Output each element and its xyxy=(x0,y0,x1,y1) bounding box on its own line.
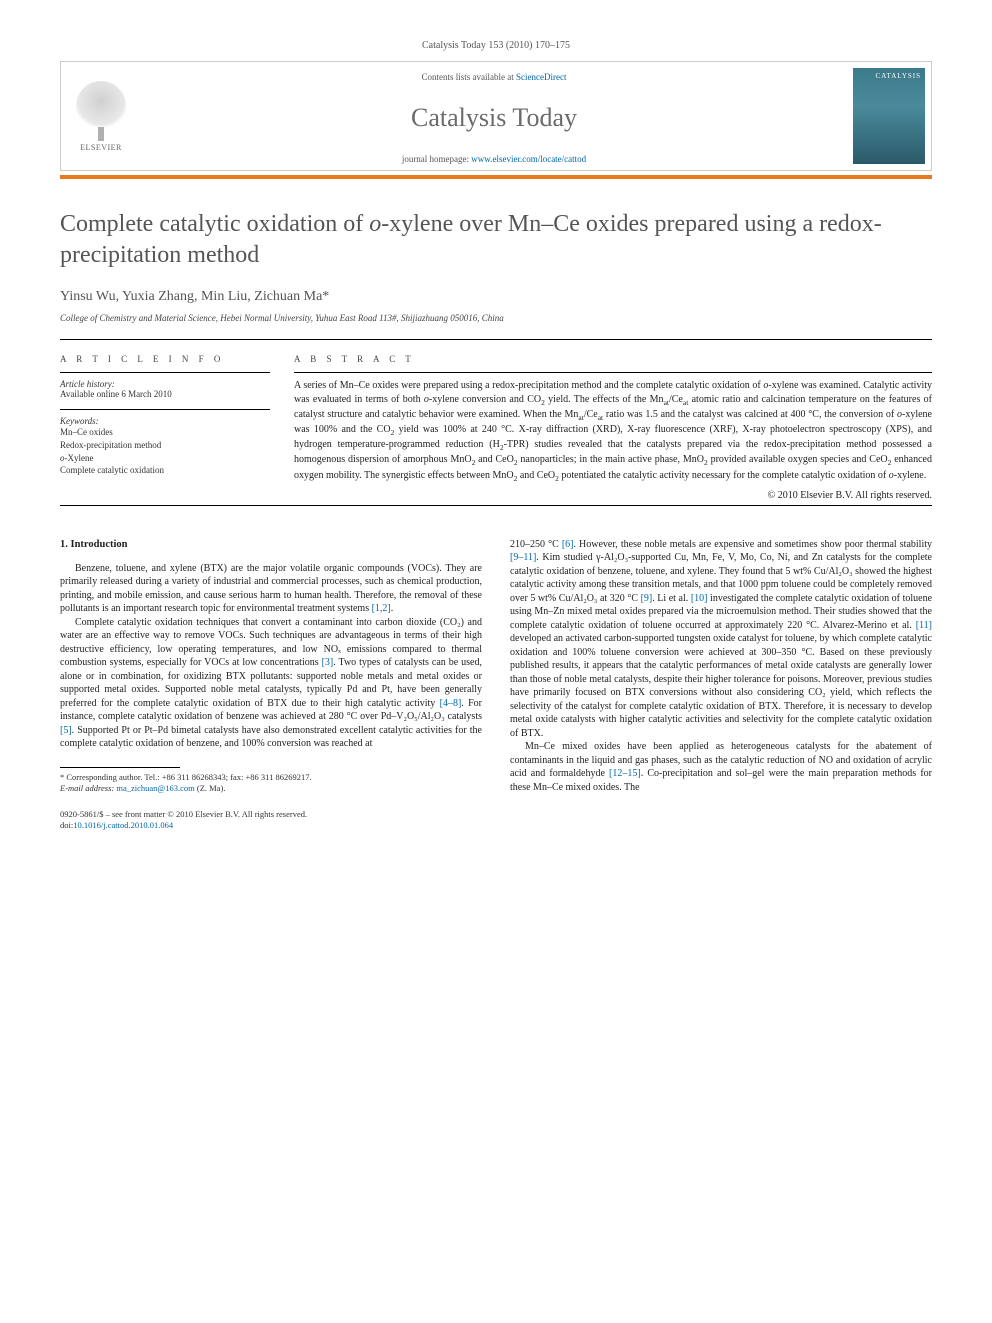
homepage-line: journal homepage: www.elsevier.com/locat… xyxy=(402,154,586,164)
homepage-prefix: journal homepage: xyxy=(402,154,471,164)
footnotes: * Corresponding author. Tel.: +86 311 86… xyxy=(60,772,482,795)
keyword: Redox-precipitation method xyxy=(60,439,270,452)
journal-reference: Catalysis Today 153 (2010) 170–175 xyxy=(60,40,932,51)
history-label: Article history: xyxy=(60,379,270,389)
history-text: Available online 6 March 2010 xyxy=(60,389,270,399)
bottom-matter: 0920-5861/$ – see front matter © 2010 El… xyxy=(60,809,932,832)
keyword: Complete catalytic oxidation xyxy=(60,464,270,477)
ref-link[interactable]: [6] xyxy=(562,539,574,550)
section-1-heading: 1. Introduction xyxy=(60,538,482,552)
body-columns: 1. Introduction Benzene, toluene, and xy… xyxy=(60,538,932,795)
keywords-list: Mn–Ce oxides Redox-precipitation method … xyxy=(60,426,270,476)
abstract-column: A B S T R A C T A series of Mn–Ce oxides… xyxy=(294,344,932,500)
journal-header: ELSEVIER Contents lists available at Sci… xyxy=(60,61,932,171)
left-column: 1. Introduction Benzene, toluene, and xy… xyxy=(60,538,482,795)
ref-link[interactable]: [3] xyxy=(322,657,334,668)
orange-divider xyxy=(60,175,932,179)
issn-line: 0920-5861/$ – see front matter © 2010 El… xyxy=(60,809,932,820)
journal-cover-thumb: CATALYSIS xyxy=(853,68,925,164)
rule-top xyxy=(60,339,932,340)
email-line: E-mail address: ma_zichuan@163.com (Z. M… xyxy=(60,783,482,794)
article-info-heading: A R T I C L E I N F O xyxy=(60,354,270,364)
corresponding-author: * Corresponding author. Tel.: +86 311 86… xyxy=(60,772,482,783)
abstract-text: A series of Mn–Ce oxides were prepared u… xyxy=(294,379,932,483)
keywords-label: Keywords: xyxy=(60,416,270,426)
intro-p1: Benzene, toluene, and xylene (BTX) are t… xyxy=(60,562,482,616)
info-rule-2 xyxy=(60,409,270,410)
email-link[interactable]: ma_zichuan@163.com xyxy=(116,783,194,793)
doi-line: doi:10.1016/j.cattod.2010.01.064 xyxy=(60,820,932,831)
article-title: Complete catalytic oxidation of o-xylene… xyxy=(60,209,932,271)
ref-link[interactable]: [10] xyxy=(691,593,708,604)
elsevier-tree-icon xyxy=(76,81,126,131)
contents-prefix: Contents lists available at xyxy=(422,72,516,82)
affiliation: College of Chemistry and Material Scienc… xyxy=(60,313,932,323)
journal-name: Catalysis Today xyxy=(411,103,577,133)
ref-link[interactable]: [5] xyxy=(60,725,72,736)
right-column: 210–250 °C [6]. However, these noble met… xyxy=(510,538,932,795)
homepage-link[interactable]: www.elsevier.com/locate/cattod xyxy=(471,154,586,164)
rule-bottom xyxy=(60,505,932,506)
ref-link[interactable]: [12–15] xyxy=(609,768,641,779)
col2-p1: 210–250 °C [6]. However, these noble met… xyxy=(510,538,932,741)
ref-link[interactable]: [9] xyxy=(641,593,653,604)
ref-link[interactable]: [1,2] xyxy=(372,603,391,614)
header-center: Contents lists available at ScienceDirec… xyxy=(141,62,847,170)
copyright: © 2010 Elsevier B.V. All rights reserved… xyxy=(294,490,932,501)
info-rule-1 xyxy=(60,372,270,373)
keyword: Mn–Ce oxides xyxy=(60,426,270,439)
ref-link[interactable]: [11] xyxy=(916,620,932,631)
doi-link[interactable]: 10.1016/j.cattod.2010.01.064 xyxy=(73,820,173,830)
elsevier-text: ELSEVIER xyxy=(80,143,122,152)
sciencedirect-link[interactable]: ScienceDirect xyxy=(516,72,566,82)
contents-line: Contents lists available at ScienceDirec… xyxy=(422,72,567,82)
ref-link[interactable]: [4–8] xyxy=(440,698,462,709)
col2-p2: Mn–Ce mixed oxides have been applied as … xyxy=(510,740,932,794)
abstract-heading: A B S T R A C T xyxy=(294,354,932,364)
cover-title: CATALYSIS xyxy=(853,68,925,84)
footnote-rule xyxy=(60,767,180,768)
intro-p2: Complete catalytic oxidation techniques … xyxy=(60,616,482,751)
elsevier-logo: ELSEVIER xyxy=(61,62,141,170)
keyword: o-Xylene xyxy=(60,452,270,465)
article-info-column: A R T I C L E I N F O Article history: A… xyxy=(60,344,270,500)
ref-link[interactable]: [9–11] xyxy=(510,552,536,563)
abstract-rule xyxy=(294,372,932,373)
authors: Yinsu Wu, Yuxia Zhang, Min Liu, Zichuan … xyxy=(60,289,932,305)
